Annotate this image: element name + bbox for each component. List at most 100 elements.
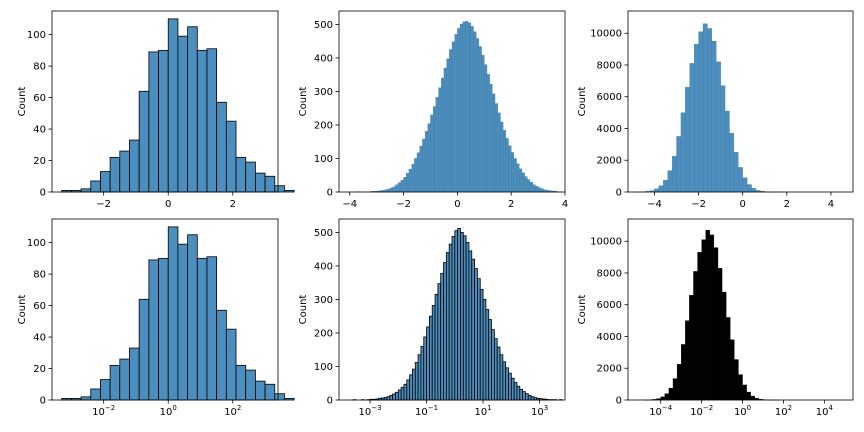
subplot-4-ytick-label: 40: [33, 333, 46, 344]
subplot-1-bar: [284, 190, 295, 193]
subplot-4-bar: [245, 369, 256, 401]
subplot-2-bar: [500, 121, 504, 193]
subplot-3-ytick-label: 6000: [597, 92, 622, 103]
subplot-6-ytick-label: 6000: [597, 300, 622, 311]
subplot-1-ytick-label: 20: [33, 156, 46, 167]
subplot-3-ytick-label: 4000: [597, 124, 622, 135]
subplot-3-bar: [689, 63, 695, 193]
subplot-6: 0 2000 4000 6000 8000 10000 10−4 10−2 100 102 104 C…: [577, 218, 854, 418]
subplot-5-bar: [426, 326, 430, 401]
subplot-4-bar: [90, 388, 101, 401]
subplot-6-xtick-label: 102: [775, 404, 792, 418]
subplot-2-bar: [449, 49, 453, 193]
subplot-2-bar: [537, 187, 541, 193]
subplot-5-bar: [420, 345, 425, 401]
subplot-2-frame: [338, 10, 566, 193]
subplot-5-bar: [406, 379, 411, 401]
subplot-3-xtick-label: 4: [828, 199, 834, 210]
subplot-2-bar: [511, 152, 515, 193]
subplot-4-bar: [138, 298, 150, 401]
subplot-5-bar: [383, 396, 388, 401]
subplot-6-bars: [644, 229, 780, 401]
subplot-2-bar: [492, 93, 496, 193]
subplot-5-frame: [338, 218, 566, 401]
subplot-1-bar: [158, 49, 169, 193]
subplot-6-bar: [660, 396, 665, 401]
subplot-5-bar: [508, 372, 512, 401]
subplot-4: 0 20 40 60 80 100 10−2 100 102 Count: [17, 218, 295, 418]
subplot-1-bar: [245, 161, 256, 193]
subplot-2-bar: [489, 83, 493, 193]
subplot-5-bar: [400, 386, 405, 401]
subplot-6-ytick-label: 4000: [597, 332, 622, 343]
subplot-2: 0 100 200 300 400 500 −4 −2 0 2 4 Count: [298, 10, 568, 210]
subplot-3-bar: [729, 133, 735, 193]
subplot-5-bar: [454, 230, 459, 401]
subplot-2-ytick-label: 0: [327, 188, 333, 199]
subplot-4-bar: [109, 364, 121, 401]
subplot-2-bar: [443, 67, 447, 193]
subplot-1-ytick-label: 100: [27, 30, 46, 41]
subplot-6-bar: [713, 247, 719, 401]
subplot-2-bar: [427, 123, 431, 193]
subplot-3-bar: [654, 188, 660, 193]
subplot-5-bar: [412, 368, 416, 401]
subplot-3-bar: [746, 184, 752, 193]
subplot-2-bar: [430, 114, 434, 193]
subplot-2-bar: [481, 55, 485, 193]
subplot-2-bar: [529, 182, 533, 193]
subplot-6-bar: [693, 271, 698, 401]
subplot-2-bar: [502, 130, 506, 193]
subplot-2-bar: [535, 186, 539, 193]
subplot-3-ytick-label: 8000: [597, 60, 622, 71]
subplot-2-bar: [400, 180, 404, 193]
subplot-6-bar: [705, 229, 710, 401]
subplot-2-bar: [486, 74, 490, 193]
subplot-4-ytick-label: 20: [33, 364, 46, 375]
subplot-6-bar: [726, 317, 731, 401]
subplot-6-bar: [681, 344, 686, 401]
subplot-6-bar: [689, 295, 694, 401]
subplot-3-ytick-label: 2000: [597, 156, 622, 167]
subplot-6-frame: [627, 218, 854, 401]
subplot-3-bar: [716, 61, 721, 193]
subplot-6-bar: [664, 393, 670, 401]
subplot-2-bar: [416, 152, 420, 193]
subplot-5-ytick-label: 300: [314, 295, 333, 306]
subplot-2-bar: [414, 158, 418, 193]
subplot-4-bar: [284, 398, 295, 401]
subplot-6-ylabel: Count: [577, 295, 588, 325]
subplot-2-ylabel: Count: [298, 87, 309, 117]
subplot-2-bar: [389, 187, 393, 193]
subplot-2-bar: [459, 23, 463, 193]
subplot-5-bar: [417, 354, 422, 401]
subplot-1-bar: [148, 51, 159, 193]
subplot-4-xtick-label: 10−2: [92, 404, 115, 418]
subplot-5-ytick-label: 100: [314, 362, 333, 373]
subplot-5-bar: [392, 393, 396, 401]
subplot-4-ytick-label: 100: [27, 238, 46, 249]
subplot-6-bar: [750, 395, 755, 401]
subplot-1-bar: [177, 35, 189, 193]
subplot-2-bar: [398, 182, 402, 193]
subplot-2-bar: [494, 103, 498, 193]
subplot-2-bar: [473, 31, 477, 193]
subplot-2-bar: [419, 145, 423, 193]
subplot-5-bar: [389, 394, 394, 401]
subplot-5-bar: [443, 262, 447, 401]
subplot-4-bar: [148, 259, 159, 401]
subplot-1-bar: [264, 175, 276, 193]
subplot-5-bar: [428, 315, 433, 401]
subplot-5-bar: [485, 309, 490, 401]
subplot-2-bar: [497, 112, 501, 193]
subplot-5-bar: [414, 362, 419, 401]
subplot-3-bar: [733, 152, 739, 193]
subplot-5-xtick-label: 10−1: [415, 404, 438, 418]
subplot-6-ytick-label: 8000: [597, 268, 622, 279]
subplot-2-bar: [395, 184, 399, 193]
subplot-5-bar: [530, 396, 535, 401]
subplot-3-bar: [667, 170, 673, 193]
subplot-1-bar: [254, 172, 266, 193]
subplot-2-bar: [435, 96, 439, 193]
subplot-5-bar: [499, 354, 504, 401]
